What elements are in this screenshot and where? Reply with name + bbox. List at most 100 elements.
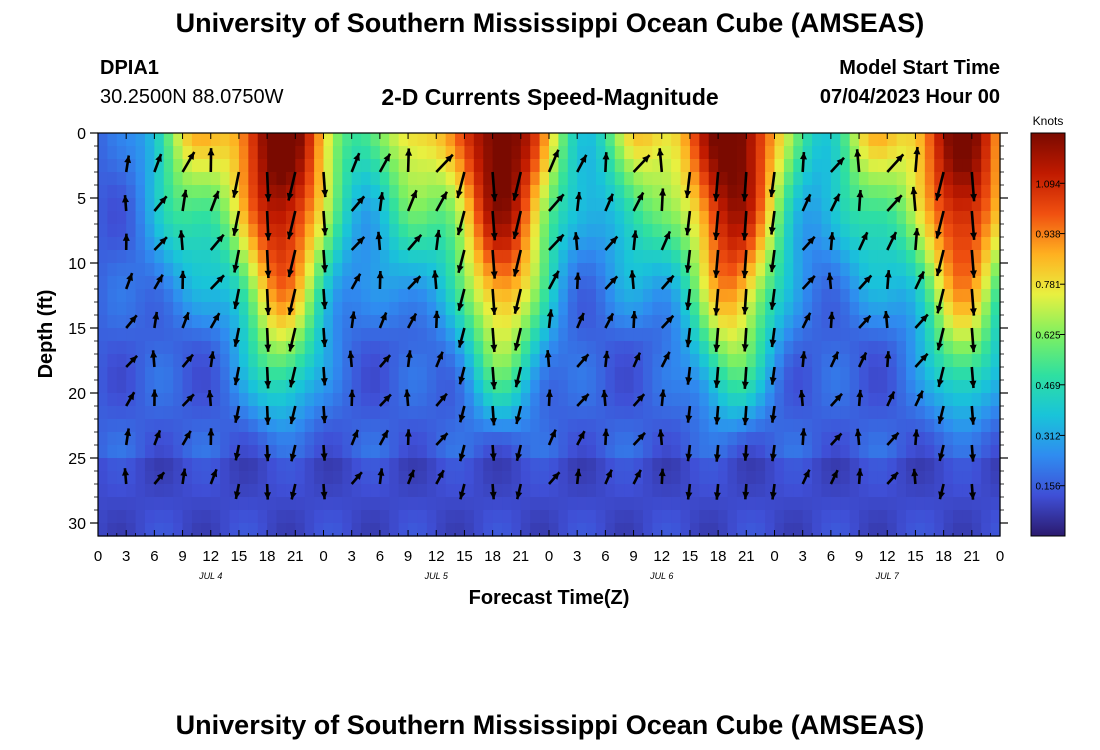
heat-cell bbox=[718, 198, 729, 212]
heat-cell bbox=[896, 185, 907, 199]
heat-cell bbox=[558, 289, 569, 303]
heat-cell bbox=[163, 263, 174, 277]
heat-cell bbox=[276, 393, 287, 407]
heat-cell bbox=[267, 172, 278, 186]
heat-cell bbox=[586, 471, 597, 485]
heat-cell bbox=[304, 263, 315, 277]
current-vector-head bbox=[383, 153, 390, 162]
heat-cell bbox=[502, 289, 513, 303]
heat-cell bbox=[549, 315, 559, 329]
heat-cell bbox=[783, 354, 794, 368]
heat-cell bbox=[342, 367, 353, 381]
heat-cell bbox=[436, 471, 447, 485]
heat-cell bbox=[595, 419, 606, 433]
heat-cell bbox=[483, 510, 494, 524]
current-vector-head bbox=[863, 275, 872, 284]
current-vectors bbox=[122, 146, 977, 500]
heat-cell bbox=[398, 289, 409, 303]
heat-cell bbox=[361, 510, 372, 524]
heat-cell bbox=[633, 315, 644, 329]
heat-cell bbox=[267, 406, 278, 420]
heat-cell bbox=[859, 523, 870, 537]
heat-cell bbox=[144, 250, 155, 264]
heat-cell bbox=[191, 198, 202, 212]
heat-cell bbox=[915, 484, 926, 498]
heat-cell bbox=[624, 133, 635, 147]
heat-cell bbox=[896, 198, 907, 212]
heat-cell bbox=[981, 263, 992, 277]
heat-cell bbox=[736, 224, 747, 238]
heat-cell bbox=[586, 172, 597, 186]
heat-cell bbox=[314, 328, 325, 342]
heat-cell bbox=[549, 380, 559, 394]
heat-cell bbox=[173, 445, 184, 459]
heat-cell bbox=[849, 328, 860, 342]
heat-cell bbox=[511, 393, 522, 407]
heat-cell bbox=[614, 133, 625, 147]
heat-cell bbox=[116, 367, 127, 381]
heat-cell bbox=[934, 445, 945, 459]
heat-cell bbox=[680, 354, 691, 368]
heat-cell bbox=[727, 458, 738, 472]
heat-cell bbox=[116, 380, 127, 394]
heat-cell bbox=[455, 393, 466, 407]
heat-cell bbox=[530, 328, 541, 342]
heat-cell bbox=[736, 393, 747, 407]
heat-cell bbox=[389, 432, 400, 446]
heat-cell bbox=[248, 380, 259, 394]
heat-cell bbox=[182, 211, 193, 225]
heat-cell bbox=[859, 302, 870, 316]
heat-cell bbox=[671, 172, 682, 186]
current-vector-head bbox=[458, 453, 466, 462]
heat-cell bbox=[718, 445, 729, 459]
heat-cell bbox=[802, 523, 813, 537]
heat-cell bbox=[971, 237, 982, 251]
heat-cell bbox=[502, 484, 513, 498]
heat-cell bbox=[295, 159, 306, 173]
heat-cell bbox=[624, 146, 635, 160]
heat-cell bbox=[314, 276, 325, 290]
heat-cell bbox=[746, 276, 757, 290]
heat-cell bbox=[896, 159, 907, 173]
current-vector-head bbox=[938, 453, 945, 461]
heat-cell bbox=[567, 159, 578, 173]
x-tick-label: 3 bbox=[348, 548, 356, 565]
heat-cell bbox=[511, 354, 522, 368]
heat-cell bbox=[229, 458, 240, 472]
heat-cell bbox=[182, 198, 193, 212]
heat-cell bbox=[793, 432, 804, 446]
heat-cell bbox=[342, 406, 353, 420]
heat-cell bbox=[990, 380, 1001, 394]
heat-cell bbox=[755, 237, 766, 251]
heat-cell bbox=[661, 393, 672, 407]
heat-cell bbox=[314, 315, 325, 329]
heat-cell bbox=[201, 146, 212, 160]
heat-cell bbox=[577, 133, 588, 147]
heat-cell bbox=[934, 523, 945, 537]
heat-cell bbox=[483, 458, 494, 472]
heat-cell bbox=[558, 315, 569, 329]
heat-cell bbox=[201, 159, 212, 173]
heat-cell bbox=[455, 510, 466, 524]
heat-cell bbox=[849, 289, 860, 303]
heat-cell bbox=[154, 315, 165, 329]
current-vector-head bbox=[556, 234, 564, 243]
heat-cell bbox=[906, 146, 917, 160]
heat-cell bbox=[116, 289, 127, 303]
heat-cell bbox=[267, 133, 278, 147]
heat-cell bbox=[361, 211, 372, 225]
heat-cell bbox=[567, 419, 578, 433]
heat-cell bbox=[126, 302, 137, 316]
current-vector-head bbox=[685, 453, 693, 462]
heat-cell bbox=[351, 302, 362, 316]
x-tick-label: 15 bbox=[682, 548, 699, 565]
heat-cell bbox=[605, 302, 616, 316]
heat-cell bbox=[990, 133, 1001, 147]
heat-cell bbox=[436, 341, 447, 355]
heat-cell bbox=[821, 133, 832, 147]
heat-cell bbox=[361, 419, 372, 433]
heat-cell bbox=[624, 302, 635, 316]
heat-cell bbox=[783, 393, 794, 407]
heat-cell bbox=[163, 497, 174, 511]
heat-cell bbox=[455, 367, 466, 381]
